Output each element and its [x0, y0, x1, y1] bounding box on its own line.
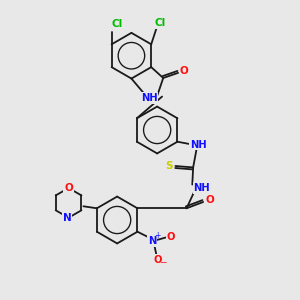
Text: O: O [153, 255, 162, 265]
Text: O: O [180, 66, 189, 76]
Text: O: O [205, 195, 214, 205]
Text: S: S [165, 161, 172, 171]
Text: +: + [154, 231, 161, 240]
Text: N: N [148, 236, 157, 246]
Text: Cl: Cl [155, 18, 166, 28]
Text: O: O [167, 232, 175, 242]
Text: NH: NH [194, 183, 210, 193]
Text: N: N [63, 213, 71, 223]
Text: O: O [64, 183, 73, 193]
Text: NH: NH [141, 93, 157, 103]
Text: Cl: Cl [111, 19, 122, 29]
Text: −: − [159, 257, 167, 266]
Text: NH: NH [190, 140, 206, 150]
